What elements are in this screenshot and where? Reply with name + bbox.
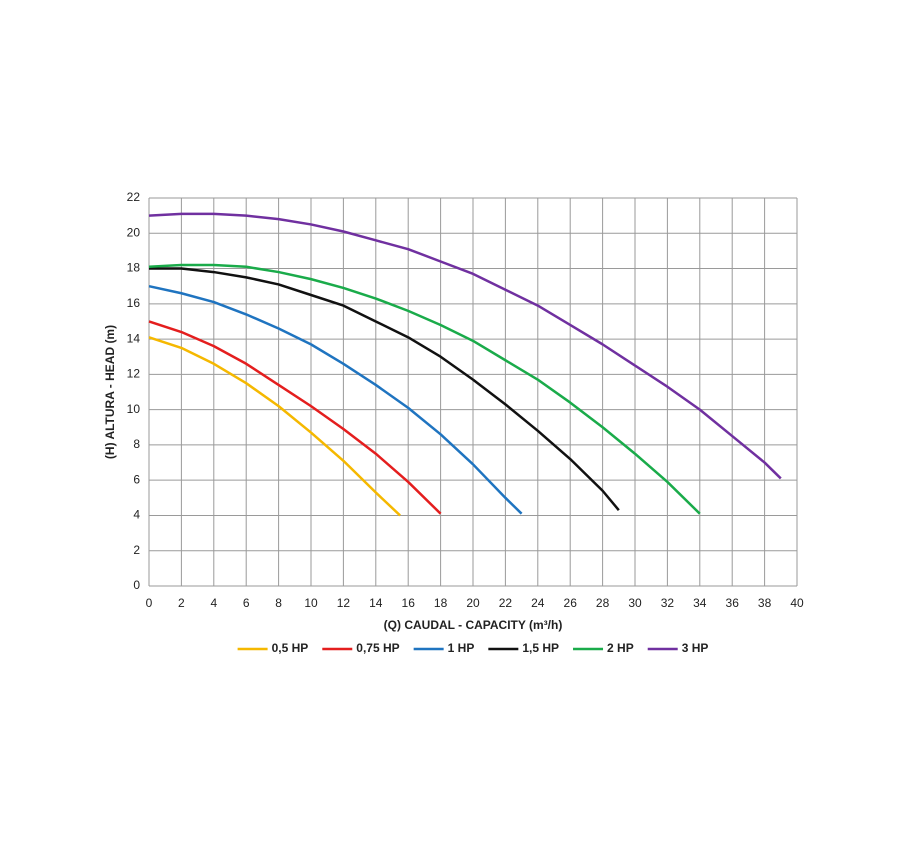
x-tick-label: 24	[531, 596, 545, 610]
x-tick-label: 6	[243, 596, 250, 610]
series-line	[148, 284, 523, 515]
y-tick-label: 18	[127, 261, 141, 275]
x-tick-label: 20	[466, 596, 480, 610]
x-tick-label: 2	[178, 596, 185, 610]
y-tick-label: 16	[127, 296, 141, 310]
y-tick-label: 10	[127, 402, 141, 416]
series-line	[149, 267, 620, 511]
x-tick-label: 36	[726, 596, 740, 610]
legend-label: 3 HP	[682, 641, 709, 655]
x-tick-label: 4	[210, 596, 217, 610]
y-tick-label: 22	[127, 190, 141, 204]
x-tick-label: 38	[758, 596, 772, 610]
x-tick-label: 22	[499, 596, 513, 610]
y-tick-label: 8	[133, 437, 140, 451]
series-line	[148, 320, 442, 515]
x-tick-label: 8	[275, 596, 282, 610]
x-tick-label: 12	[337, 596, 351, 610]
x-tick-label: 0	[146, 596, 153, 610]
y-tick-label: 14	[127, 331, 141, 345]
y-tick-label: 2	[133, 543, 140, 557]
x-tick-label: 16	[402, 596, 416, 610]
legend-label: 1,5 HP	[522, 641, 559, 655]
y-tick-label: 4	[133, 508, 140, 522]
series-line	[148, 212, 782, 480]
x-tick-label: 30	[628, 596, 642, 610]
y-tick-label: 0	[133, 578, 140, 592]
y-tick-label: 12	[127, 367, 141, 381]
y-tick-label: 20	[127, 225, 141, 239]
x-axis-title: (Q) CAUDAL - CAPACITY (m³/h)	[384, 618, 563, 632]
y-axis-title: (H) ALTURA - HEAD (m)	[103, 325, 117, 459]
legend-label: 2 HP	[607, 641, 634, 655]
legend-label: 0,75 HP	[356, 641, 399, 655]
y-tick-label: 6	[133, 472, 140, 486]
x-tick-label: 40	[790, 596, 804, 610]
legend-label: 0,5 HP	[272, 641, 309, 655]
x-tick-label: 34	[693, 596, 707, 610]
legend-label: 1 HP	[448, 641, 475, 655]
series-line	[148, 336, 401, 517]
x-tick-label: 28	[596, 596, 610, 610]
x-tick-label: 18	[434, 596, 448, 610]
x-tick-label: 32	[661, 596, 675, 610]
x-tick-label: 26	[564, 596, 578, 610]
series-line	[148, 263, 701, 515]
x-tick-label: 14	[369, 596, 383, 610]
x-tick-label: 10	[304, 596, 318, 610]
